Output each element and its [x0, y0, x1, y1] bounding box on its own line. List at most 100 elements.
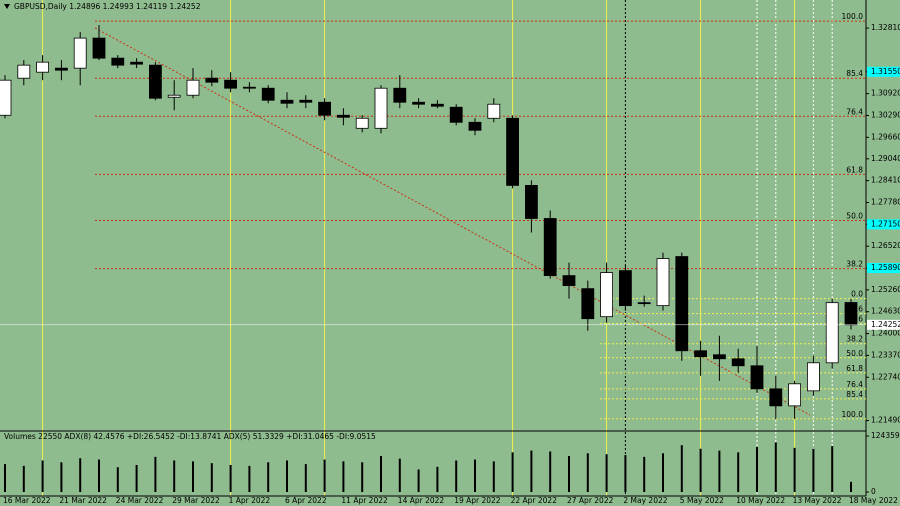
candle-body — [242, 86, 256, 89]
y-tick-label: 1.21490 — [871, 416, 900, 425]
last-price-box — [867, 319, 900, 330]
y-tick-label: 1.23370 — [871, 350, 900, 359]
y-tick-label: 1.25260 — [871, 285, 900, 294]
candle-body — [731, 358, 745, 367]
candle-body — [186, 79, 200, 96]
candle-body — [619, 270, 632, 307]
candle-body — [148, 64, 162, 99]
fib-label: 100.0 — [842, 12, 864, 21]
chart-title: GBPUSD,Daily 1.24896 1.24993 1.24119 1.2… — [14, 2, 201, 11]
candle-body — [167, 94, 181, 98]
tick-highlight — [867, 219, 900, 230]
x-tick-label: 29 Mar 2022 — [172, 496, 220, 505]
y-tick-label: 1.26520 — [871, 241, 900, 250]
candle-body — [581, 288, 595, 320]
fib-label: 100.0 — [842, 410, 864, 419]
y-tick-label: 124359 — [871, 431, 900, 440]
candle-body — [750, 365, 764, 390]
icon — [4, 4, 10, 9]
candle-body — [825, 302, 839, 364]
x-tick-label: 5 May 2022 — [680, 496, 724, 505]
fib-label: 61.8 — [846, 364, 863, 373]
candle-body — [449, 106, 463, 123]
panel-title: Volumes 22550 ADX(8) 42.4576 +DI:26.5452… — [4, 432, 376, 441]
fib-label: 50.0 — [846, 349, 863, 358]
fib-label: 61.8 — [846, 165, 863, 174]
candle-body — [355, 117, 369, 129]
y-tick-label: 1.29660 — [871, 132, 900, 141]
y-tick-label: 0 — [871, 487, 876, 496]
candle-body — [525, 185, 538, 219]
candle-body — [130, 61, 144, 65]
candle-body — [430, 103, 444, 107]
y-tick-label: 1.24630 — [871, 307, 900, 316]
fib-label: 85.4 — [846, 390, 863, 399]
candle-body — [412, 101, 426, 105]
y-tick-label: 1.24000 — [871, 329, 900, 338]
candle-body — [506, 117, 520, 186]
y-tick-label: 1.30290 — [871, 110, 900, 119]
x-tick-label: 24 Mar 2022 — [116, 496, 164, 505]
y-tick-label: 1.27780 — [871, 197, 900, 206]
last-price-label: 1.24252 — [871, 320, 900, 329]
y-tick-label: 1.25890 — [871, 263, 900, 272]
candle-body — [713, 354, 726, 360]
x-tick-label: 1 Apr 2022 — [229, 496, 271, 505]
fib-label: 76.4 — [846, 380, 863, 389]
candle-body — [788, 383, 801, 407]
candle-body — [807, 362, 820, 392]
candle-body — [205, 77, 219, 83]
candle-body — [0, 79, 12, 116]
candle-body — [543, 218, 557, 276]
candle-body — [694, 350, 707, 358]
x-tick-label: 2 May 2022 — [623, 496, 667, 505]
candle-body — [562, 275, 576, 287]
candle-body — [468, 121, 482, 131]
fib-label: 50.0 — [846, 211, 863, 220]
candle-body — [73, 37, 87, 69]
candle-body — [224, 79, 238, 89]
y-tick-label: 1.31550 — [871, 67, 900, 76]
x-tick-label: 13 May 2022 — [793, 496, 842, 505]
x-tick-label: 14 Apr 2022 — [398, 496, 445, 505]
candle-body — [261, 87, 275, 101]
x-tick-label: 10 May 2022 — [736, 496, 785, 505]
x-tick-label: 11 Apr 2022 — [341, 496, 388, 505]
candle-body — [656, 258, 670, 307]
candle-body — [299, 99, 313, 103]
candle-body — [55, 67, 68, 71]
tick-highlight — [867, 66, 900, 77]
y-tick-label: 1.29040 — [871, 154, 900, 163]
trend-line — [94, 27, 811, 416]
candle-body — [393, 87, 407, 103]
candle-body — [17, 64, 31, 79]
candle-body — [336, 114, 350, 118]
candle-body — [92, 37, 106, 59]
y-tick-label: 1.30920 — [871, 89, 900, 98]
candle-body — [111, 57, 125, 66]
candle-body — [36, 61, 49, 73]
fib-label: 85.4 — [846, 69, 863, 78]
tick-highlight — [867, 263, 900, 274]
candle-body — [487, 103, 501, 119]
candle-body — [280, 99, 294, 104]
x-tick-label: 18 May 2022 — [849, 496, 898, 505]
candle-body — [637, 302, 651, 305]
candle-body — [374, 87, 388, 129]
x-tick-label: 27 Apr 2022 — [567, 496, 614, 505]
candle-body — [318, 101, 332, 116]
fib-label: 38.2 — [846, 335, 863, 344]
x-tick-label: 19 Apr 2022 — [454, 496, 501, 505]
candle-body — [600, 272, 613, 318]
x-tick-label: 6 Apr 2022 — [285, 496, 327, 505]
x-tick-label: 16 Mar 2022 — [3, 496, 51, 505]
x-tick-label: 21 Mar 2022 — [59, 496, 107, 505]
fib-label: 76.4 — [846, 107, 863, 116]
candle-body — [675, 256, 689, 352]
candle-body — [769, 388, 783, 407]
y-tick-label: 1.27150 — [871, 219, 900, 228]
fib-label: 0.0 — [851, 290, 863, 299]
y-tick-label: 1.28410 — [871, 176, 900, 185]
